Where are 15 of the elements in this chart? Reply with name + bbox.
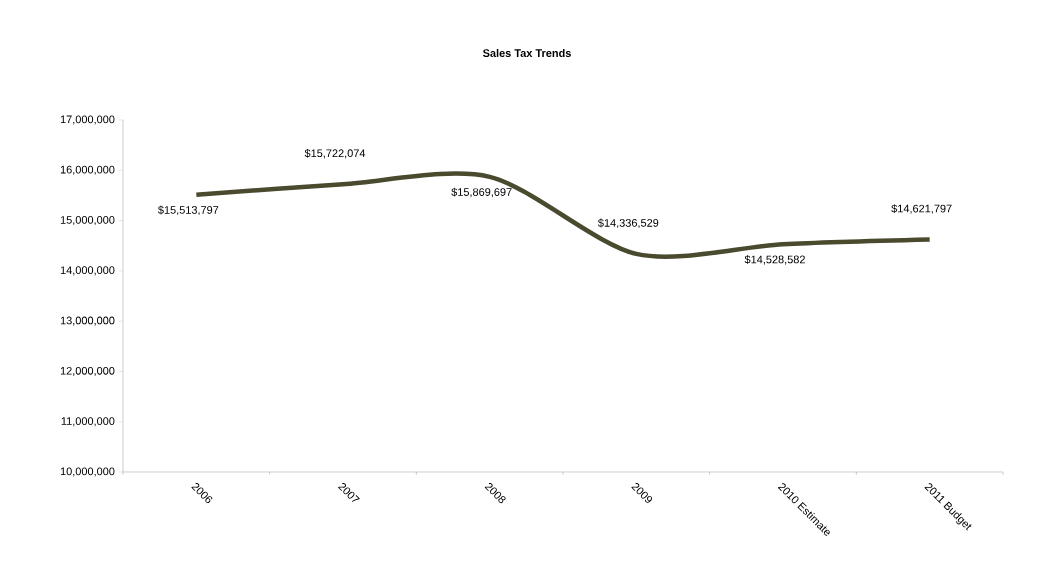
data-label: $15,869,697 [451,187,512,198]
y-tick-label: 12,000,000 [60,366,115,376]
y-tick-label: 17,000,000 [60,115,115,125]
data-label: $15,722,074 [304,148,366,159]
data-label: $14,336,529 [597,218,659,229]
y-tick-label: 10,000,000 [60,467,115,477]
data-label: $15,513,797 [158,205,219,216]
data-label: $14,528,582 [744,255,805,265]
y-tick-label: 16,000,000 [60,165,115,175]
data-label: $14,621,797 [891,204,952,214]
y-tick-label: 14,000,000 [60,266,115,276]
y-tick-label: 13,000,000 [60,316,115,326]
y-tick-label: 11,000,000 [61,417,115,427]
chart-title: Sales Tax Trends [482,48,571,58]
y-tick-label: 15,000,000 [60,216,115,226]
